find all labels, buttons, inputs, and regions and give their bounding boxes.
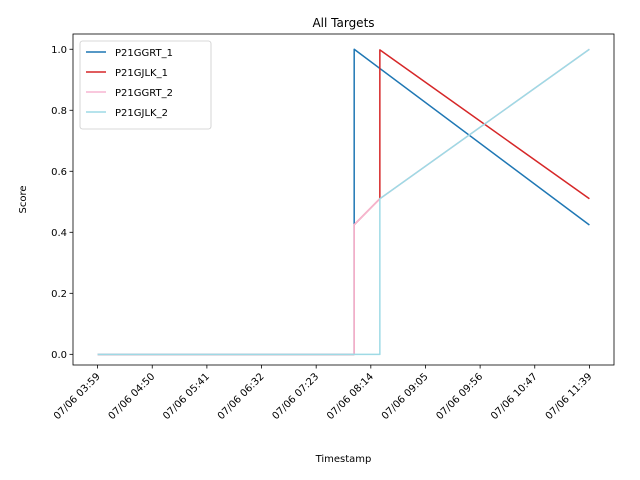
y-tick-label: 0.8: [51, 106, 67, 117]
y-tick-label: 0.4: [51, 228, 67, 239]
legend-box: [79, 40, 212, 130]
y-tick-label: 0.2: [51, 289, 67, 300]
y-tick-label: 0.0: [51, 350, 67, 361]
legend: P21GGRT_1 P21GJLK_1 P21GGRT_2 P21GJLK_2: [79, 40, 212, 130]
plot-frame: [72, 33, 615, 366]
chart-title: All Targets: [312, 16, 374, 30]
legend-label: P21GGRT_1: [115, 48, 173, 59]
legend-label: P21GGRT_2: [115, 88, 173, 99]
legend-label: P21GJLK_2: [115, 108, 168, 119]
y-tick-label: 0.6: [51, 167, 67, 178]
y-tick-label: 1.0: [51, 45, 67, 56]
legend-label: P21GJLK_1: [115, 68, 168, 79]
series-line-4: [97, 48, 590, 356]
x-axis-label: Timestamp: [315, 454, 372, 465]
y-axis-label: Score: [18, 185, 29, 213]
y-axis: 0.0 0.2 0.4 0.6 0.8 1.0: [51, 45, 73, 361]
series-layer: [97, 48, 590, 356]
